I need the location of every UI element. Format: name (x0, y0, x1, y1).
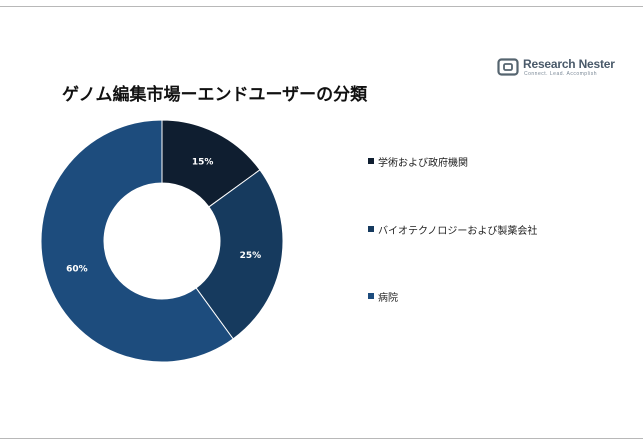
brand-logo: Research Nester Connect. Lead. Accomplis… (497, 57, 617, 79)
brand-tagline: Connect. Lead. Accomplish (524, 71, 598, 77)
chart-title: ゲノム編集市場ーエンドユーザーの分類 (62, 85, 368, 105)
legend-label: 学術および政府機関 (378, 158, 468, 169)
slice-data-label: 15% (192, 157, 214, 167)
donut-slice (195, 169, 284, 340)
bottom-divider (0, 438, 643, 439)
legend-swatch (368, 158, 374, 164)
donut-slice (40, 119, 234, 363)
research-nester-logo-icon (497, 58, 519, 76)
brand-name: Research Nester (523, 57, 615, 71)
slice-data-label: 25% (240, 251, 262, 261)
legend-label: バイオテクノロジーおよび製薬会社 (378, 226, 538, 237)
slice-data-label: 60% (66, 265, 88, 275)
legend-label: 病院 (378, 293, 398, 304)
legend-swatch (368, 226, 374, 232)
top-divider (0, 6, 643, 7)
chart-legend: 学術および政府機関 バイオテクノロジーおよび製薬会社 病院 (368, 150, 633, 310)
legend-swatch (368, 293, 374, 299)
